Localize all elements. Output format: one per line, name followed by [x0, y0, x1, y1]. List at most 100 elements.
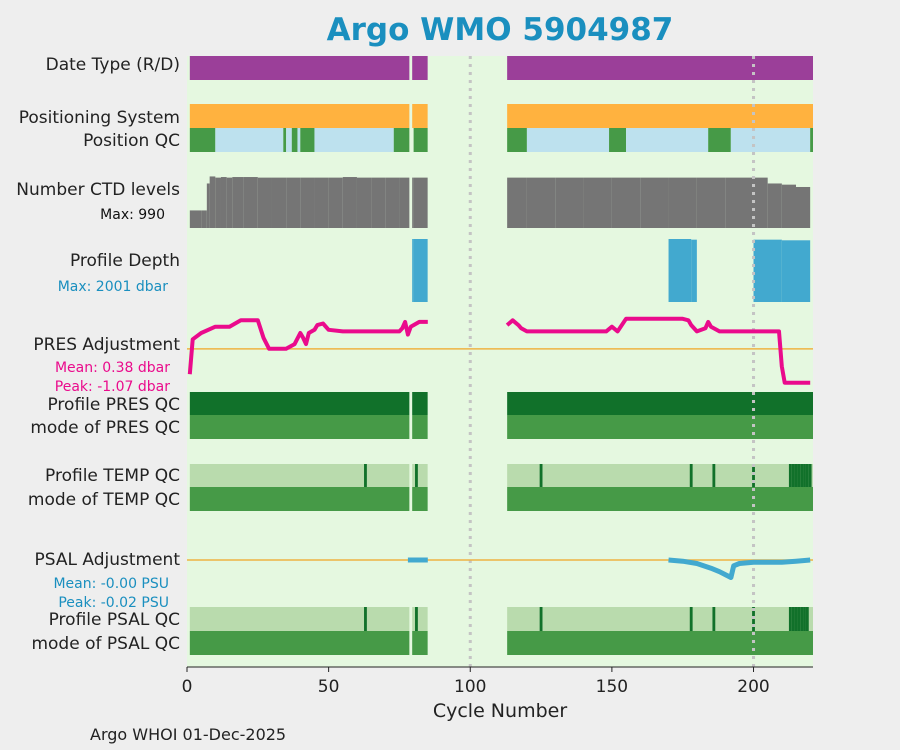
psal-qc-flag-mark: [800, 607, 804, 631]
psal-qc-flag-mark: [803, 607, 806, 631]
position-qc-segment: [609, 128, 627, 152]
ctd-levels-bar: [209, 176, 216, 228]
ctd-levels-bar: [203, 210, 207, 228]
ctd-levels-max: Max: 990: [100, 207, 165, 223]
ctd-levels-bar: [583, 177, 612, 228]
label-position-qc: Position QC: [83, 131, 180, 151]
psal-qc-flag-mark: [539, 607, 543, 631]
label-pres-adjustment: PRES Adjustment: [33, 335, 180, 355]
ctd-levels-bar: [201, 210, 204, 228]
position-qc-segment: [189, 128, 216, 152]
ctd-levels-bar: [385, 177, 400, 228]
mode-psal-qc-bar: [507, 631, 813, 655]
x-tick-label: 200: [737, 677, 769, 697]
temp-qc-flag-mark: [805, 464, 809, 487]
ctd-levels-bar: [189, 210, 202, 228]
profile-temp-qc-bar: [507, 464, 813, 487]
ctd-levels-bar: [507, 177, 527, 228]
profile-depth-max: Max: 2001 dbar: [58, 279, 169, 295]
profile-depth-bar: [413, 239, 428, 302]
ctd-levels-bar: [767, 183, 782, 228]
temp-qc-flag-mark: [800, 464, 804, 487]
position-qc-segment: [626, 128, 709, 152]
profile-temp-qc-bar: [189, 464, 428, 487]
ctd-levels-bar: [371, 177, 386, 228]
ctd-levels-bar: [286, 177, 301, 228]
position-qc-segment: [300, 128, 315, 152]
temp-qc-flag-mark: [415, 464, 418, 487]
mode-temp-qc-bar: [507, 487, 813, 511]
ctd-levels-bar: [781, 184, 797, 228]
psal-qc-flag-mark: [788, 607, 792, 631]
ctd-levels-bar: [356, 177, 372, 228]
x-tick-label: 0: [182, 677, 193, 697]
x-axis-label: Cycle Number: [433, 700, 567, 722]
temp-qc-flag-mark: [788, 464, 792, 487]
label-date-type: Date Type (R/D): [46, 55, 180, 75]
x-tick-label: 100: [454, 677, 486, 697]
temp-qc-flag-mark: [712, 464, 716, 487]
label-mode-temp-qc: mode of TEMP QC: [28, 490, 180, 510]
psal-qc-flag-mark: [794, 607, 798, 631]
label-profile-temp-qc: Profile TEMP QC: [45, 466, 180, 486]
ctd-levels-bar: [215, 177, 221, 228]
label-profile-depth: Profile Depth: [70, 251, 180, 271]
positioning-system-bar: [507, 104, 813, 128]
psal-qc-flag-mark: [689, 607, 693, 631]
positioning-system-bar: [189, 104, 428, 128]
profile-depth-bar: [781, 240, 811, 302]
x-tick-label: 150: [596, 677, 628, 697]
ctd-levels-bar: [226, 177, 233, 228]
psal-adjustment-mean: Mean: -0.00 PSU: [53, 576, 169, 592]
position-qc-segment: [283, 128, 287, 152]
label-positioning-system: Positioning System: [19, 108, 180, 128]
x-tick-label: 50: [318, 677, 340, 697]
temp-qc-flag-mark: [364, 464, 367, 487]
temp-qc-flag-mark: [689, 464, 693, 487]
temp-qc-flag-mark: [791, 464, 795, 487]
position-qc-segment: [810, 128, 813, 152]
pres-adjustment-line: [505, 316, 811, 385]
psal-qc-flag-mark: [364, 607, 367, 631]
position-qc-segment: [297, 128, 301, 152]
profile-psal-qc-bar: [507, 607, 813, 631]
profile-psal-qc-bar: [189, 607, 428, 631]
ctd-levels-bar: [696, 177, 726, 228]
mode-pres-qc-bar: [507, 415, 813, 439]
psal-qc-flag-mark: [805, 607, 809, 631]
psal-adjustment-peak: Peak: -0.02 PSU: [58, 595, 169, 611]
profile-pres-qc-bar: [507, 392, 813, 415]
temp-qc-flag-mark: [752, 464, 755, 487]
ctd-levels-bar: [243, 177, 258, 228]
profile-depth-bar: [753, 239, 782, 302]
ctd-levels-bar: [232, 177, 244, 228]
position-qc-segment: [413, 128, 428, 152]
position-qc-segment: [507, 128, 527, 152]
ctd-levels-bar: [526, 177, 556, 228]
ctd-levels-bar: [413, 177, 428, 228]
profile-depth-bar: [691, 239, 697, 302]
label-profile-psal-qc: Profile PSAL QC: [49, 610, 180, 630]
mode-psal-qc-bar: [189, 631, 428, 655]
mode-pres-qc-bar: [189, 415, 428, 439]
ctd-levels-bar: [725, 177, 754, 228]
ctd-levels-bar: [640, 177, 669, 228]
pres-adjustment-mean: Mean: 0.38 dbar: [55, 360, 170, 376]
date-type-bar: [189, 56, 428, 80]
ctd-levels-bar: [668, 177, 697, 228]
position-qc-segment: [291, 128, 298, 152]
position-qc-segment: [708, 128, 731, 152]
data-gap: [427, 56, 508, 667]
label-ctd-levels: Number CTD levels: [16, 180, 180, 200]
position-qc-segment: [393, 128, 411, 152]
footer-credit: Argo WHOI 01-Dec-2025: [90, 725, 287, 744]
ctd-levels-bar: [328, 177, 343, 228]
position-qc-segment: [215, 128, 284, 152]
ctd-levels-bar: [555, 177, 584, 228]
psal-qc-flag-mark: [797, 607, 801, 631]
ctd-levels-bar: [257, 177, 272, 228]
psal-qc-flag-mark: [712, 607, 716, 631]
pres-adjustment-line: [187, 318, 428, 375]
temp-qc-flag-mark: [797, 464, 801, 487]
position-qc-segment: [286, 128, 292, 152]
